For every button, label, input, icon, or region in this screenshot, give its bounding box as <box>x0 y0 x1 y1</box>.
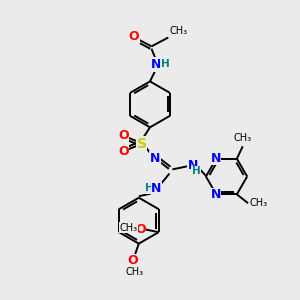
Text: O: O <box>118 129 129 142</box>
Text: CH₃: CH₃ <box>120 223 138 233</box>
Text: O: O <box>118 145 129 158</box>
Text: CH₃: CH₃ <box>234 133 252 143</box>
Text: N: N <box>188 159 198 172</box>
Text: H: H <box>145 183 154 193</box>
Text: N: N <box>211 188 221 201</box>
Text: CH₃: CH₃ <box>250 198 268 208</box>
Text: H: H <box>161 59 170 69</box>
Text: O: O <box>129 30 140 44</box>
Text: N: N <box>151 58 162 71</box>
Text: S: S <box>137 136 147 151</box>
Text: N: N <box>150 152 160 165</box>
Text: H: H <box>192 166 201 176</box>
Text: O: O <box>128 254 138 267</box>
Text: N: N <box>211 152 221 165</box>
Text: CH₃: CH₃ <box>170 26 188 36</box>
Text: N: N <box>151 182 162 195</box>
Text: CH₃: CH₃ <box>125 268 143 278</box>
Text: O: O <box>135 223 146 236</box>
